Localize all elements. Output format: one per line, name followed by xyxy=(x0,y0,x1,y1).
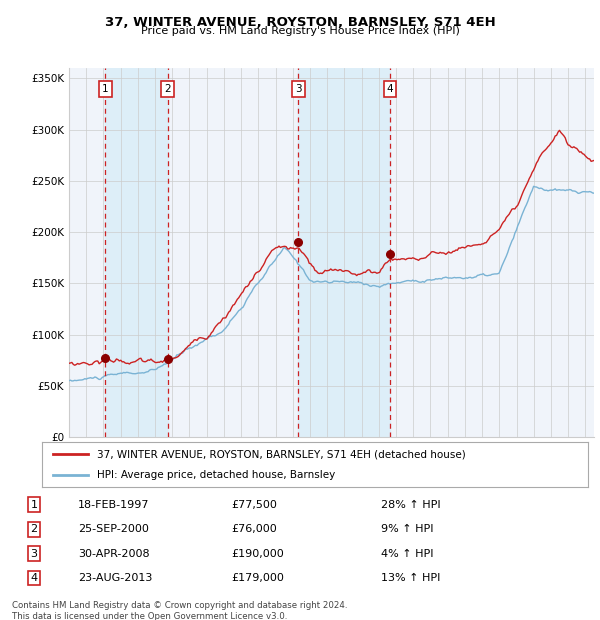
Text: 37, WINTER AVENUE, ROYSTON, BARNSLEY, S71 4EH: 37, WINTER AVENUE, ROYSTON, BARNSLEY, S7… xyxy=(104,16,496,29)
Text: 4% ↑ HPI: 4% ↑ HPI xyxy=(380,549,433,559)
Text: £179,000: £179,000 xyxy=(231,573,284,583)
Text: 1: 1 xyxy=(102,84,109,94)
Text: HPI: Average price, detached house, Barnsley: HPI: Average price, detached house, Barn… xyxy=(97,469,335,480)
Text: 2: 2 xyxy=(31,524,37,534)
Text: 3: 3 xyxy=(31,549,37,559)
Text: £190,000: £190,000 xyxy=(231,549,284,559)
Text: £76,000: £76,000 xyxy=(231,524,277,534)
Text: £77,500: £77,500 xyxy=(231,500,277,510)
Text: This data is licensed under the Open Government Licence v3.0.: This data is licensed under the Open Gov… xyxy=(12,612,287,620)
Text: Contains HM Land Registry data © Crown copyright and database right 2024.: Contains HM Land Registry data © Crown c… xyxy=(12,601,347,611)
Text: Price paid vs. HM Land Registry's House Price Index (HPI): Price paid vs. HM Land Registry's House … xyxy=(140,26,460,36)
Text: 9% ↑ HPI: 9% ↑ HPI xyxy=(380,524,433,534)
Text: 23-AUG-2013: 23-AUG-2013 xyxy=(78,573,152,583)
Text: 3: 3 xyxy=(295,84,302,94)
Bar xyxy=(106,68,167,437)
Text: 2: 2 xyxy=(164,84,171,94)
Text: 13% ↑ HPI: 13% ↑ HPI xyxy=(380,573,440,583)
Text: 4: 4 xyxy=(31,573,37,583)
Text: 37, WINTER AVENUE, ROYSTON, BARNSLEY, S71 4EH (detached house): 37, WINTER AVENUE, ROYSTON, BARNSLEY, S7… xyxy=(97,449,466,459)
Text: 28% ↑ HPI: 28% ↑ HPI xyxy=(380,500,440,510)
Text: 25-SEP-2000: 25-SEP-2000 xyxy=(78,524,149,534)
Text: 18-FEB-1997: 18-FEB-1997 xyxy=(78,500,150,510)
Text: 30-APR-2008: 30-APR-2008 xyxy=(78,549,150,559)
Text: 1: 1 xyxy=(31,500,37,510)
Bar xyxy=(298,68,390,437)
Text: 4: 4 xyxy=(386,84,393,94)
